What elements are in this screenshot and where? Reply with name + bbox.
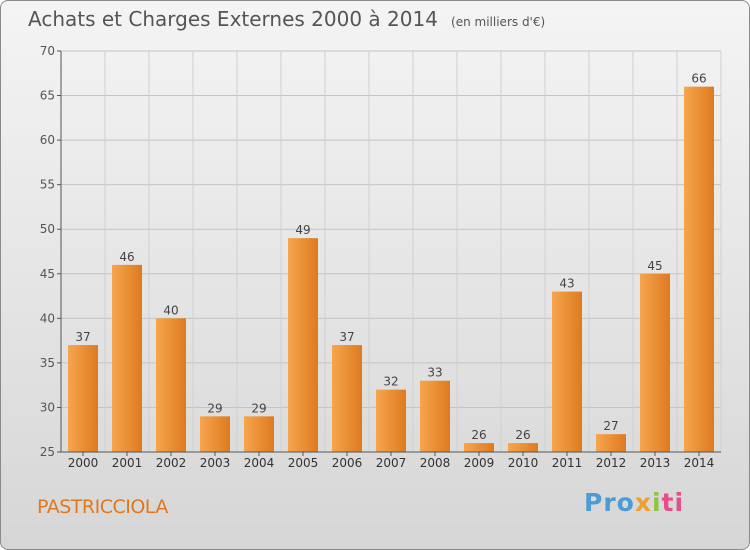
bar-2001[interactable] [112,264,142,452]
y-tick-label: 50 [40,222,55,236]
x-tick-label: 2010 [508,456,539,470]
bar-2011[interactable] [552,291,582,452]
bar-2005[interactable] [288,238,318,452]
y-tick-label: 70 [40,44,55,58]
y-tick-label: 45 [40,267,55,281]
data-label-2008: 33 [427,366,442,380]
bar-2009[interactable] [464,443,494,452]
y-tick-label: 35 [40,356,55,370]
bar-2014[interactable] [684,86,714,453]
x-tick-label: 2003 [200,456,231,470]
y-tick-label: 60 [40,133,55,147]
y-tick-label: 25 [40,445,55,459]
bar-2004[interactable] [244,416,274,452]
y-tick-label: 40 [40,311,55,325]
x-tick-label: 2008 [420,456,451,470]
x-tick-label: 2001 [112,456,143,470]
bar-2007[interactable] [376,389,406,452]
y-tick-label: 30 [40,400,55,414]
data-label-2005: 49 [295,223,310,237]
data-label-2010: 26 [515,428,530,442]
proxiti-logo[interactable]: Proxiti [584,488,685,517]
y-tick-label: 55 [40,178,55,192]
x-tick-label: 2005 [288,456,319,470]
bar-2006[interactable] [332,345,362,452]
x-tick-label: 2013 [640,456,671,470]
data-label-2000: 37 [75,330,90,344]
bar-2010[interactable] [508,443,538,452]
bar-2013[interactable] [640,273,670,452]
data-label-2013: 45 [647,259,662,273]
bar-2003[interactable] [200,416,230,452]
x-tick-label: 2007 [376,456,407,470]
data-label-2002: 40 [163,303,178,317]
data-label-2009: 26 [471,428,486,442]
y-tick-label: 65 [40,89,55,103]
commune-name: PASTRICCIOLA [37,496,168,518]
x-tick-label: 2006 [332,456,363,470]
x-tick-label: 2000 [68,456,99,470]
data-label-2003: 29 [207,401,222,415]
data-label-2011: 43 [559,277,574,291]
data-label-2001: 46 [119,250,134,264]
data-label-2004: 29 [251,401,266,415]
data-label-2007: 32 [383,375,398,389]
bar-2000[interactable] [68,345,98,452]
x-tick-label: 2002 [156,456,187,470]
x-tick-label: 2012 [596,456,627,470]
bar-2002[interactable] [156,318,186,452]
data-label-2012: 27 [603,419,618,433]
chart-unit: (en milliers d'€) [451,15,546,29]
x-tick-label: 2011 [552,456,583,470]
x-tick-label: 2014 [684,456,715,470]
x-tick-label: 2009 [464,456,495,470]
bar-2012[interactable] [596,434,626,452]
data-label-2014: 66 [691,72,706,86]
chart-title: Achats et Charges Externes 2000 à 2014 [28,7,438,31]
chart-title-row: Achats et Charges Externes 2000 à 2014 (… [28,7,545,31]
bar-2008[interactable] [420,380,450,452]
x-tick-label: 2004 [244,456,275,470]
data-label-2006: 37 [339,330,354,344]
